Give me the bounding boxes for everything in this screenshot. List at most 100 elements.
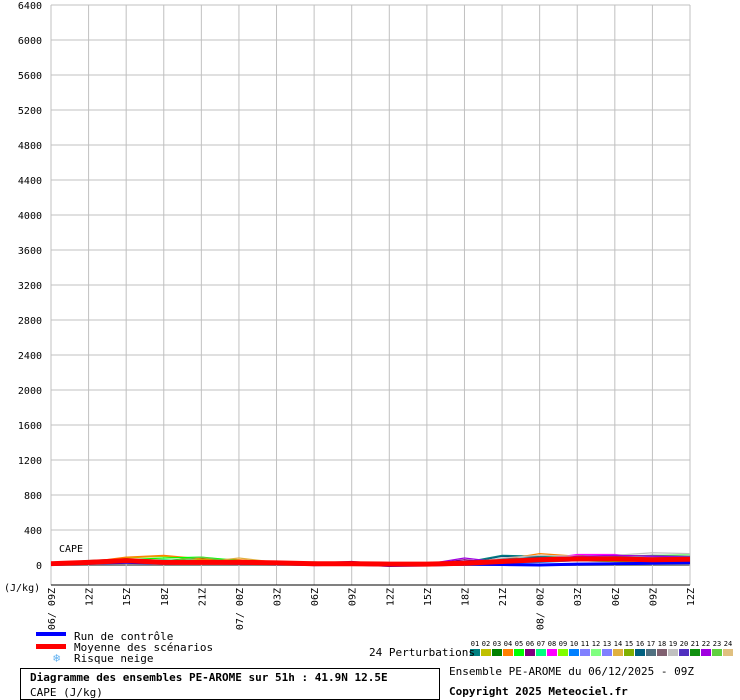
- y-tick-label: 6400: [18, 1, 42, 12]
- y-tick-label: 3600: [18, 246, 42, 257]
- perturbation-swatch-13: [602, 649, 612, 656]
- perturbations-label: 24 Perturbations: [369, 646, 475, 659]
- x-tick-label: 18Z: [160, 588, 171, 606]
- perturbation-swatch-01: [470, 649, 480, 656]
- perturbation-swatch-17: [646, 649, 656, 656]
- y-tick-label: 4800: [18, 141, 42, 152]
- chart-subtitle: CAPE (J/kg): [30, 686, 103, 699]
- perturbation-number: 05: [515, 640, 523, 648]
- x-tick-label: 07/ 00Z: [235, 588, 246, 630]
- y-tick-label: 5600: [18, 71, 42, 82]
- perturbation-swatch-04: [503, 649, 513, 656]
- x-tick-label: 12Z: [85, 588, 96, 606]
- perturbation-swatch-10: [569, 649, 579, 656]
- copyright: Copyright 2025 Meteociel.fr: [449, 685, 628, 698]
- x-tick-label: 15Z: [122, 588, 133, 606]
- perturbation-number: 08: [548, 640, 556, 648]
- perturbation-swatch-08: [547, 649, 557, 656]
- y-tick-label: 3200: [18, 281, 42, 292]
- perturbation-number: 18: [658, 640, 666, 648]
- perturbation-number: 13: [603, 640, 611, 648]
- perturbation-number: 15: [625, 640, 633, 648]
- y-tick-label: 5200: [18, 106, 42, 117]
- title-box: Diagramme des ensembles PE-AROME sur 51h…: [20, 668, 440, 700]
- perturbation-number: 04: [504, 640, 512, 648]
- perturbation-swatch-18: [657, 649, 667, 656]
- perturbation-number: 14: [614, 640, 622, 648]
- mean-line: [50, 556, 691, 567]
- x-tick-label: 12Z: [385, 588, 396, 606]
- perturbation-number: 11: [581, 640, 589, 648]
- perturbation-number: 19: [669, 640, 677, 648]
- x-tick-label: 06Z: [310, 588, 321, 606]
- perturbation-number: 20: [680, 640, 688, 648]
- x-tick-label: 18Z: [460, 588, 471, 606]
- perturbation-number: 22: [702, 640, 710, 648]
- perturbation-number: 02: [482, 640, 490, 648]
- perturbation-swatch-20: [679, 649, 689, 656]
- mean-legend-label: Moyenne des scénarios: [74, 641, 214, 654]
- x-tick-label: 09Z: [648, 588, 659, 606]
- perturbation-number: 23: [713, 640, 721, 648]
- perturbation-swatch-16: [635, 649, 645, 656]
- perturbation-swatch-11: [580, 649, 590, 656]
- perturbation-number: 10: [570, 640, 578, 648]
- y-tick-label: 1600: [18, 421, 42, 432]
- perturbation-swatch-09: [558, 649, 568, 656]
- y-tick-label: 800: [24, 491, 42, 502]
- perturbation-number: 07: [537, 640, 545, 648]
- perturbation-swatch-03: [492, 649, 502, 656]
- y-tick-label: 4000: [18, 211, 42, 222]
- y-tick-label: 2000: [18, 386, 42, 397]
- perturbation-swatch-07: [536, 649, 546, 656]
- x-tick-label: 08/ 00Z: [536, 588, 547, 630]
- x-tick-label: 21Z: [197, 588, 208, 606]
- x-tick-label: 15Z: [423, 588, 434, 606]
- control-legend-label: Run de contrôle: [74, 630, 174, 643]
- control-legend-swatch: [36, 632, 66, 636]
- x-tick-label: 12Z: [686, 588, 697, 606]
- perturbation-swatch-22: [701, 649, 711, 656]
- y-tick-label: 1200: [18, 456, 42, 467]
- perturbation-number: 09: [559, 640, 567, 648]
- perturbation-swatch-21: [690, 649, 700, 656]
- y-axis-label: (J/kg): [4, 583, 40, 594]
- mean-legend-swatch: [36, 644, 66, 649]
- y-tick-label: 2800: [18, 316, 42, 327]
- perturbation-number: 06: [526, 640, 534, 648]
- perturbation-swatch-23: [712, 649, 722, 656]
- perturbation-number: 01: [471, 640, 479, 648]
- x-tick-label: 06/ 09Z: [47, 588, 58, 630]
- x-tick-label: 03Z: [573, 588, 584, 606]
- perturbation-swatch-14: [613, 649, 623, 656]
- y-tick-label: 6000: [18, 36, 42, 47]
- perturbation-swatch-15: [624, 649, 634, 656]
- x-tick-label: 06Z: [611, 588, 622, 606]
- y-tick-label: 2400: [18, 351, 42, 362]
- y-tick-label: 4400: [18, 176, 42, 187]
- x-tick-label: 09Z: [348, 588, 359, 606]
- perturbation-swatch-06: [525, 649, 535, 656]
- perturbation-number: 12: [592, 640, 600, 648]
- perturbation-number: 16: [636, 640, 644, 648]
- snowflake-icon: ❄: [53, 651, 61, 665]
- perturbation-swatch-05: [514, 649, 524, 656]
- perturbation-number: 17: [647, 640, 655, 648]
- perturbation-swatch-19: [668, 649, 678, 656]
- x-tick-label: 03Z: [273, 588, 284, 606]
- chart-title: Diagramme des ensembles PE-AROME sur 51h…: [30, 671, 388, 684]
- y-tick-label: 0: [36, 561, 42, 572]
- perturbation-number: 21: [691, 640, 699, 648]
- series-label: CAPE: [59, 544, 83, 555]
- snow-legend-label: Risque neige: [74, 652, 154, 665]
- perturbation-swatch-24: [723, 649, 733, 656]
- x-tick-label: 21Z: [498, 588, 509, 606]
- perturbation-swatch-02: [481, 649, 491, 656]
- perturbation-swatch-12: [591, 649, 601, 656]
- run-info: Ensemble PE-AROME du 06/12/2025 - 09Z: [449, 665, 695, 678]
- y-tick-label: 400: [24, 526, 42, 537]
- perturbation-number: 24: [724, 640, 732, 648]
- perturbation-number: 03: [493, 640, 501, 648]
